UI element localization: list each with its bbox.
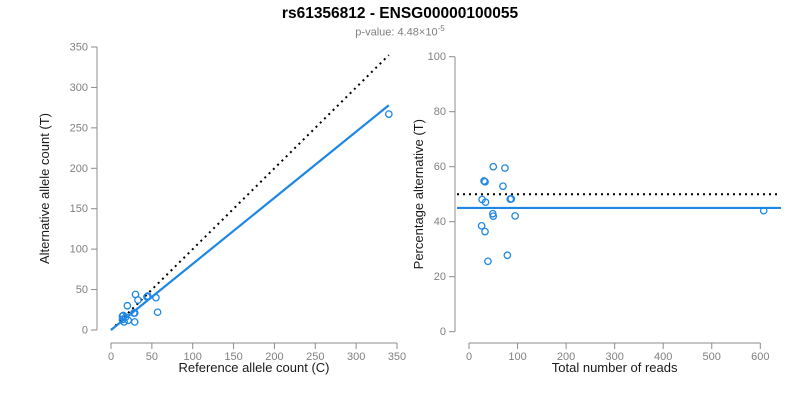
right-data-point: [503, 251, 512, 260]
pvalue-prefix: p-value:: [355, 26, 398, 39]
left-y-tick-label: 0: [82, 325, 88, 337]
left-x-tick-label: 200: [265, 351, 283, 363]
right-data-point: [481, 177, 489, 186]
pvalue-base: 4.48×10: [397, 26, 438, 39]
left-x-tick-label: 0: [108, 351, 114, 363]
left-y-tick-label: 350: [70, 42, 88, 54]
right-x-tick-label: 500: [703, 351, 721, 363]
right-data-point: [480, 177, 488, 185]
right-x-tick-label: 200: [557, 351, 575, 363]
left-y-tick-label: 200: [70, 163, 88, 175]
right-data-point: [489, 162, 498, 171]
right-y-tick-label: 100: [428, 51, 446, 63]
right-data-point: [481, 198, 490, 207]
left-y-tick-label: 100: [70, 244, 88, 256]
left-x-tick-label: 300: [347, 351, 365, 363]
right-data-point: [499, 182, 507, 191]
left-data-point: [130, 309, 139, 317]
right-x-axis-title: Total number of reads: [552, 360, 678, 375]
left-data-point: [130, 318, 139, 326]
right-data-point: [501, 164, 509, 172]
right-x-tick-label: 300: [605, 351, 623, 363]
right-data-point: [506, 195, 515, 203]
right-x-tick-label: 600: [751, 351, 769, 363]
right-y-axis-title: Percentage alternative (T): [411, 119, 426, 269]
left-data-point: [152, 293, 160, 302]
right-data-point: [477, 221, 486, 230]
left-data-point: [120, 318, 128, 326]
left-data-point: [384, 110, 393, 118]
left-data-point: [134, 296, 142, 304]
right-y-tick-label: 80: [434, 106, 446, 118]
left-x-tick-label: 50: [146, 351, 158, 363]
left-x-tick-label: 250: [306, 351, 324, 363]
right-data-point: [489, 212, 498, 221]
right-y-tick-label: 60: [434, 161, 446, 173]
right-x-tick-label: 400: [654, 351, 672, 363]
left-data-point: [123, 301, 132, 310]
right-data-point: [481, 227, 489, 236]
left-x-axis-title: Reference allele count (C): [178, 360, 329, 375]
left-data-point: [143, 292, 152, 300]
right-x-tick-label: 100: [508, 351, 526, 363]
left-x-tick-label: 100: [184, 351, 202, 363]
left-data-point: [143, 292, 151, 301]
left-y-tick-label: 50: [76, 284, 88, 296]
left-fit-line: [110, 104, 390, 331]
left-x-tick-label: 350: [388, 351, 406, 363]
right-data-point: [511, 212, 519, 220]
right-data-point: [759, 206, 768, 215]
left-x-tick-label: 150: [224, 351, 242, 363]
right-y-tick-label: 40: [434, 216, 446, 228]
left-y-tick-label: 150: [70, 203, 88, 215]
right-x-tick-label: 0: [466, 351, 472, 363]
left-y-axis-title: Alternative allele count (T): [37, 113, 52, 264]
pvalue-exponent: -5: [437, 24, 445, 33]
right-y-tick-label: 20: [434, 271, 446, 283]
figure-title: rs61356812 - ENSG00000100055: [281, 5, 519, 22]
right-data-point: [484, 257, 492, 266]
left-identity-line: [110, 54, 390, 331]
right-y-tick-label: 0: [440, 326, 446, 338]
left-y-tick-label: 250: [70, 122, 88, 134]
left-data-point: [153, 308, 162, 317]
figure-subtitle: p-value: 4.48×10-5: [0, 24, 800, 39]
left-y-tick-label: 300: [70, 82, 88, 94]
